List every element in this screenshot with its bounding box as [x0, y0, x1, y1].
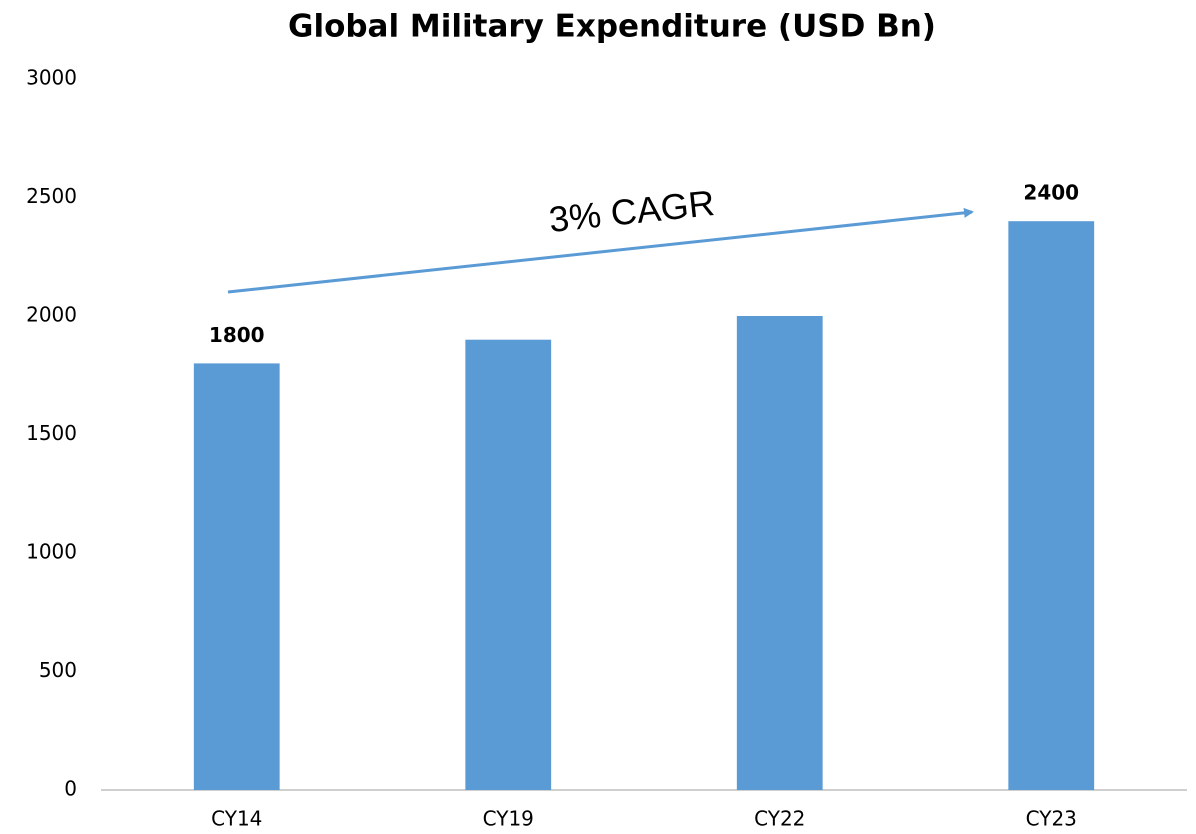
annotation: 3% CAGR: [547, 182, 716, 240]
y-tick-label: 0: [64, 777, 77, 801]
x-tick-label: CY14: [211, 807, 262, 831]
x-tick-label: CY23: [1026, 807, 1077, 831]
x-tick-label: CY22: [754, 807, 805, 831]
value-label: 1800: [209, 323, 265, 347]
value-label: 2400: [1023, 181, 1079, 205]
y-tick-label: 3000: [26, 66, 77, 90]
y-tick-label: 1500: [26, 421, 77, 445]
y-tick-label: 1000: [26, 540, 77, 564]
x-tick-label: CY19: [483, 807, 534, 831]
bar: [193, 363, 280, 790]
cagr-arrow: [227, 207, 974, 294]
bar: [1008, 221, 1095, 790]
y-tick-label: 2500: [26, 184, 77, 208]
bar: [736, 316, 823, 790]
bar: [465, 339, 552, 790]
chart-title: Global Military Expenditure (USD Bn): [288, 9, 936, 45]
y-tick-label: 500: [39, 658, 77, 682]
y-tick-label: 2000: [26, 303, 77, 327]
